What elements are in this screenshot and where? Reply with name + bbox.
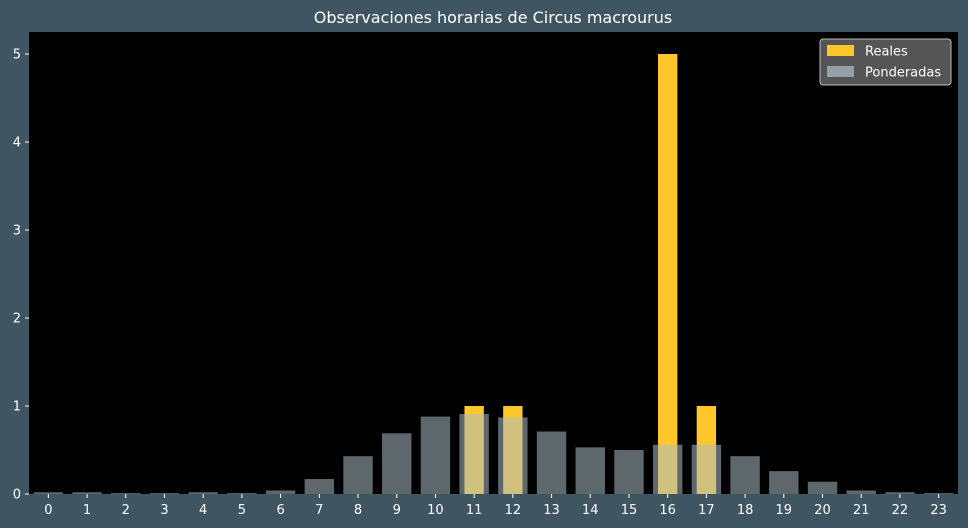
x-tick-label: 14 xyxy=(582,503,599,518)
x-tick-label: 3 xyxy=(160,503,168,518)
x-tick-label: 18 xyxy=(737,503,754,518)
x-tick-label: 10 xyxy=(427,503,444,518)
legend-swatch-reales xyxy=(827,45,854,56)
bar-ponderadas-18 xyxy=(730,456,760,494)
bar-ponderadas-4 xyxy=(188,492,218,494)
x-tick-label: 0 xyxy=(44,503,52,518)
x-tick-label: 19 xyxy=(776,503,793,518)
bar-ponderadas-3 xyxy=(149,493,180,494)
x-tick-label: 2 xyxy=(122,503,130,518)
y-tick-label: 4 xyxy=(13,136,21,151)
bar-ponderadas-12 xyxy=(498,417,528,494)
y-tick-label: 5 xyxy=(13,48,21,63)
y-tick-label: 0 xyxy=(13,488,21,503)
bar-ponderadas-21 xyxy=(846,490,876,494)
bar-ponderadas-10 xyxy=(420,416,451,494)
bar-ponderadas-20 xyxy=(807,481,838,494)
bar-reales-16 xyxy=(658,54,678,494)
bar-ponderadas-15 xyxy=(614,450,644,494)
bar-ponderadas-17 xyxy=(691,444,722,494)
legend-label-reales: Reales xyxy=(865,45,908,60)
y-tick-label: 2 xyxy=(13,312,21,327)
bar-ponderadas-16 xyxy=(652,444,683,494)
x-tick-label: 1 xyxy=(83,503,91,518)
x-tick-label: 13 xyxy=(543,503,560,518)
bar-ponderadas-11 xyxy=(459,413,489,494)
x-tick-label: 9 xyxy=(393,503,401,518)
x-tick-label: 16 xyxy=(659,503,676,518)
bar-ponderadas-1 xyxy=(72,492,102,494)
x-tick-label: 21 xyxy=(853,503,870,518)
y-tick-label: 1 xyxy=(13,400,21,415)
x-tick-label: 15 xyxy=(621,503,638,518)
x-tick-label: 11 xyxy=(466,503,483,518)
x-tick-label: 22 xyxy=(892,503,909,518)
x-tick-label: 7 xyxy=(315,503,323,518)
x-tick-label: 5 xyxy=(238,503,246,518)
plot-area: 0 1 2 3 4 5 6 7 8 9 10 11 12 13 14 15 16 17 18 19 20 21 22 2301… xyxy=(13,32,958,518)
x-tick-label: 23 xyxy=(930,503,947,518)
bar-ponderadas-6 xyxy=(265,490,296,494)
x-tick-label: 6 xyxy=(276,503,284,518)
chart-title: Observaciones horarias de Circus macrour… xyxy=(314,8,672,27)
bar-ponderadas-5 xyxy=(227,493,257,494)
bar-ponderadas-19 xyxy=(769,471,799,494)
bar-ponderadas-7 xyxy=(304,479,335,494)
x-tick-label: 8 xyxy=(354,503,362,518)
bar-ponderadas-22 xyxy=(885,492,915,494)
x-tick-label: 12 xyxy=(505,503,522,518)
legend-label-ponderadas: Ponderadas xyxy=(865,66,941,81)
x-tick-label: 20 xyxy=(814,503,831,518)
bar-ponderadas-23 xyxy=(923,493,954,494)
x-tick-label: 4 xyxy=(199,503,207,518)
legend-swatch-ponderadas xyxy=(827,66,854,77)
bar-ponderadas-14 xyxy=(575,447,605,494)
bar-ponderadas-2 xyxy=(111,493,141,494)
bar-ponderadas-13 xyxy=(536,431,567,494)
y-tick-label: 3 xyxy=(13,224,21,239)
plot-background xyxy=(29,32,958,494)
bar-ponderadas-8 xyxy=(343,456,373,494)
bar-ponderadas-9 xyxy=(382,433,412,494)
x-tick-label: 17 xyxy=(698,503,715,518)
bar-ponderadas-0 xyxy=(33,492,64,494)
